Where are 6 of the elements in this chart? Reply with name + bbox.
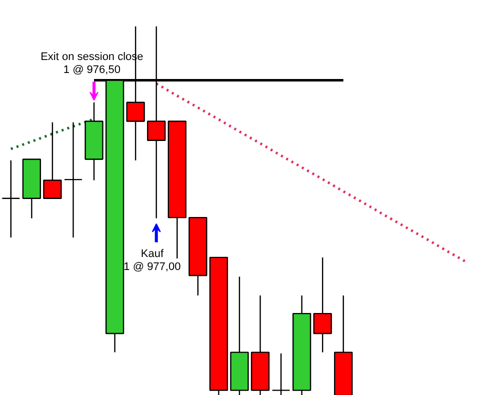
candlestick xyxy=(43,122,62,199)
candlestick xyxy=(2,160,20,238)
candlestick xyxy=(313,256,332,353)
candlestick xyxy=(64,122,83,238)
candlestick xyxy=(272,352,290,395)
annotation: Kauf 1 @ 977,00 xyxy=(124,248,181,274)
